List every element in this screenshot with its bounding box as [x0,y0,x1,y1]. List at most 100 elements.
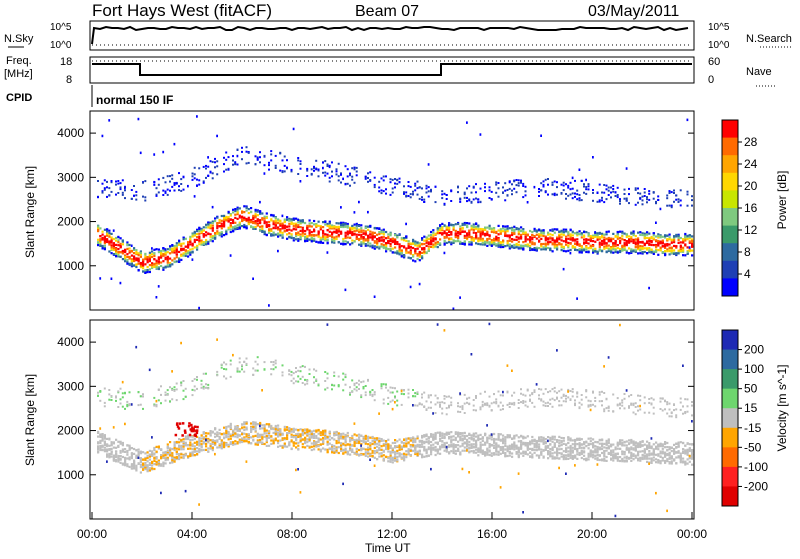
data-cell [277,236,279,238]
data-cell [255,423,257,425]
data-cell [113,426,115,429]
data-cell [306,433,308,435]
data-cell [590,237,592,239]
data-cell [441,190,443,192]
data-cell [102,237,104,239]
data-cell [464,224,466,226]
data-cell [252,226,254,228]
data-cell [183,455,185,457]
data-cell [183,252,185,254]
data-cell [351,445,353,447]
data-cell [570,243,572,245]
data-cell [684,233,686,235]
data-cell [201,445,203,447]
data-cell [369,437,371,439]
data-cell [169,400,171,402]
data-cell [158,399,160,401]
data-cell [194,389,196,391]
data-cell [138,252,140,254]
data-cell [268,221,270,223]
data-cell [162,247,164,249]
data-cell [257,444,259,446]
data-cell [214,220,216,222]
data-cell [176,244,178,246]
data-cell [502,192,504,194]
data-cell [597,236,599,238]
data-cell [102,231,104,233]
data-cell [266,430,268,432]
data-cell [345,451,347,453]
data-cell [345,439,347,441]
data-cell [340,448,342,450]
data-cell [250,436,252,438]
data-cell [329,235,331,237]
data-cell [327,236,329,238]
data-cell [583,242,585,244]
data-cell [601,233,603,235]
data-cell [673,253,675,255]
data-cell [660,235,662,237]
power-frame [90,111,694,310]
data-cell [189,439,191,441]
data-cell [558,242,560,244]
data-cell [579,233,581,235]
data-cell [466,121,468,124]
data-cell [315,241,317,243]
data-cell [675,235,677,237]
data-cell [142,267,144,269]
data-cell [480,230,482,232]
data-cell [385,250,387,252]
data-cell [372,236,374,238]
data-cell [493,238,495,240]
data-cell [558,238,560,240]
data-cell [153,249,155,251]
data-cell [572,234,574,236]
data-cell [167,264,169,266]
data-cell [358,439,360,441]
data-cell [437,232,439,234]
data-cell [205,239,207,241]
data-cell [291,439,293,441]
data-cell [250,422,252,424]
data-cell [194,451,196,453]
data-cell [144,256,146,258]
data-cell [297,445,299,447]
data-cell [142,264,144,266]
data-cell [561,184,563,186]
data-cell [466,225,468,227]
data-cell [120,246,122,248]
data-cell [383,229,385,231]
data-cell [158,256,160,258]
data-cell [491,239,493,241]
data-cell [129,466,131,468]
data-cell [138,118,140,121]
data-cell [340,434,342,436]
data-cell [156,195,158,197]
data-cell [385,231,387,233]
data-cell [174,390,176,392]
data-cell [264,432,266,434]
data-cell [680,245,682,247]
data-cell [221,225,223,227]
data-cell [403,185,405,187]
data-cell [318,233,320,235]
data-cell [246,151,248,153]
data-cell [644,188,646,190]
data-cell [104,187,106,189]
data-cell [585,186,587,188]
data-cell [423,251,425,253]
data-cell [169,386,171,388]
data-cell [205,177,207,179]
data-cell [225,436,227,438]
data-cell [495,231,497,233]
data-cell [556,194,558,196]
data-cell [421,237,423,239]
data-cell [441,233,443,235]
data-cell [333,372,335,374]
data-cell [306,225,308,227]
data-cell [612,242,614,244]
data-cell [147,455,149,457]
data-cell [250,225,252,227]
data-cell [356,234,358,236]
data-cell [180,190,182,192]
